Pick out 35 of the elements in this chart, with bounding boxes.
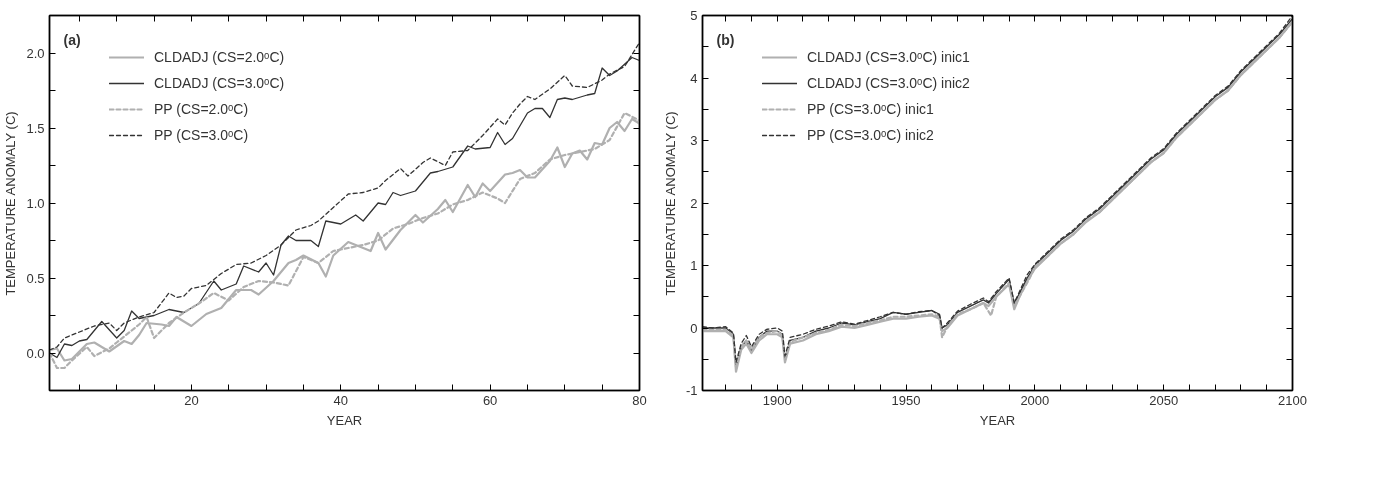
y-tick-label: 3: [690, 133, 698, 148]
x-tick-label: 80: [632, 392, 647, 408]
x-tick-label: 20: [184, 392, 199, 408]
legend-label: CLDADJ (CS=3.0ᵒC): [154, 74, 285, 92]
y-tick-label: 1: [690, 258, 698, 273]
legend-label: CLDADJ (CS=2.0ᵒC): [154, 48, 285, 66]
y-tick-label: -1: [685, 383, 698, 398]
legend-label: PP (CS=3.0ᵒC) inic2: [807, 126, 934, 144]
y-axis-title: TEMPERATURE ANOMALY (C): [3, 111, 19, 296]
x-axis-title: YEAR: [326, 412, 363, 428]
legend-label: CLDADJ (CS=3.0ᵒC) inic2: [807, 74, 970, 92]
y-tick-label: 4: [690, 70, 698, 86]
x-tick-label: 60: [482, 392, 498, 408]
legend-label: PP (CS=3.0ᵒC) inic1: [807, 100, 934, 118]
x-tick-label: 2050: [1149, 392, 1179, 408]
y-tick-label: 0.5: [26, 270, 45, 286]
legend-label: CLDADJ (CS=3.0ᵒC) inic1: [807, 48, 970, 66]
y-tick-label: 5: [690, 8, 698, 23]
legend-label: PP (CS=3.0ᵒC): [154, 126, 249, 144]
x-tick-label: 40: [333, 392, 348, 408]
x-axis-title: YEAR: [979, 412, 1016, 428]
y-tick-label: 1.5: [26, 120, 45, 136]
x-tick-label: 2100: [1278, 392, 1307, 408]
x-tick-label: 1950: [891, 392, 921, 408]
y-tick-label: 0.0: [26, 345, 45, 361]
y-tick-label: 1.0: [26, 195, 45, 211]
annotation: (b): [716, 31, 735, 48]
y-axis-title: TEMPERATURE ANOMALY (C): [662, 111, 678, 296]
legend-label: PP (CS=2.0ᵒC): [154, 100, 249, 118]
x-tick-label: 2000: [1020, 392, 1050, 408]
y-tick-label: 2: [690, 195, 698, 211]
annotation: (a): [63, 31, 81, 48]
y-tick-label: 0: [690, 320, 698, 336]
x-tick-label: 1900: [762, 392, 792, 408]
y-tick-label: 2.0: [26, 45, 45, 61]
